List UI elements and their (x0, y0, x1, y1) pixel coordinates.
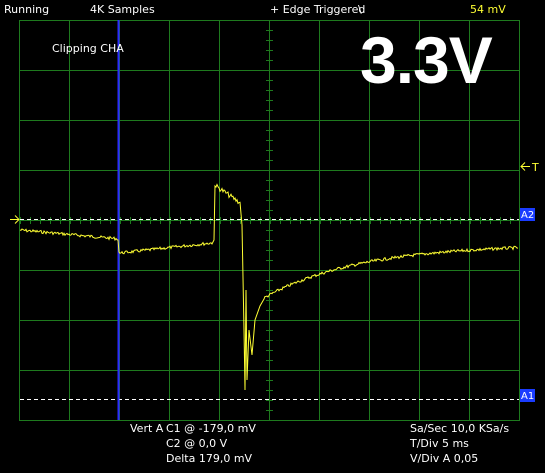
trigger-mode: + Edge Triggered (270, 3, 366, 16)
status-bar: Running 4K Samples + Edge Triggered \ 54… (0, 0, 545, 20)
a1-marker-box[interactable] (520, 389, 535, 402)
trigger-slope-icon: \ (358, 3, 362, 16)
trigger-marker-label: T (531, 161, 539, 174)
trigger-level: 54 mV (470, 3, 506, 16)
time-div-readout: T/Div 5 ms (410, 437, 469, 450)
voltage-overlay-title: 3.3V (360, 23, 493, 97)
a2-marker-label: A2 (521, 210, 534, 221)
trigger-arrow-icon[interactable] (520, 162, 530, 171)
center-ticks (20, 20, 511, 421)
ground-arrow-icon[interactable] (10, 215, 20, 224)
cursor-c2-readout: C2 @ 0,0 V (166, 437, 228, 450)
cursor-delta-readout: Delta 179,0 mV (166, 452, 253, 465)
channel-a-trace (19, 183, 519, 391)
sample-count: 4K Samples (90, 3, 155, 16)
cursor-c1-readout: C1 @ -179,0 mV (166, 422, 256, 435)
a2-marker-box[interactable] (520, 208, 535, 221)
sample-rate-readout: Sa/Sec 10,0 KSa/s (410, 422, 510, 435)
run-status: Running (4, 3, 50, 16)
a1-marker-label: A1 (521, 391, 534, 402)
clipping-indicator: Clipping CHA (52, 42, 124, 55)
cursor-vert-label: Vert A (130, 422, 164, 435)
volt-div-readout: V/Div A 0,05 (410, 452, 479, 465)
